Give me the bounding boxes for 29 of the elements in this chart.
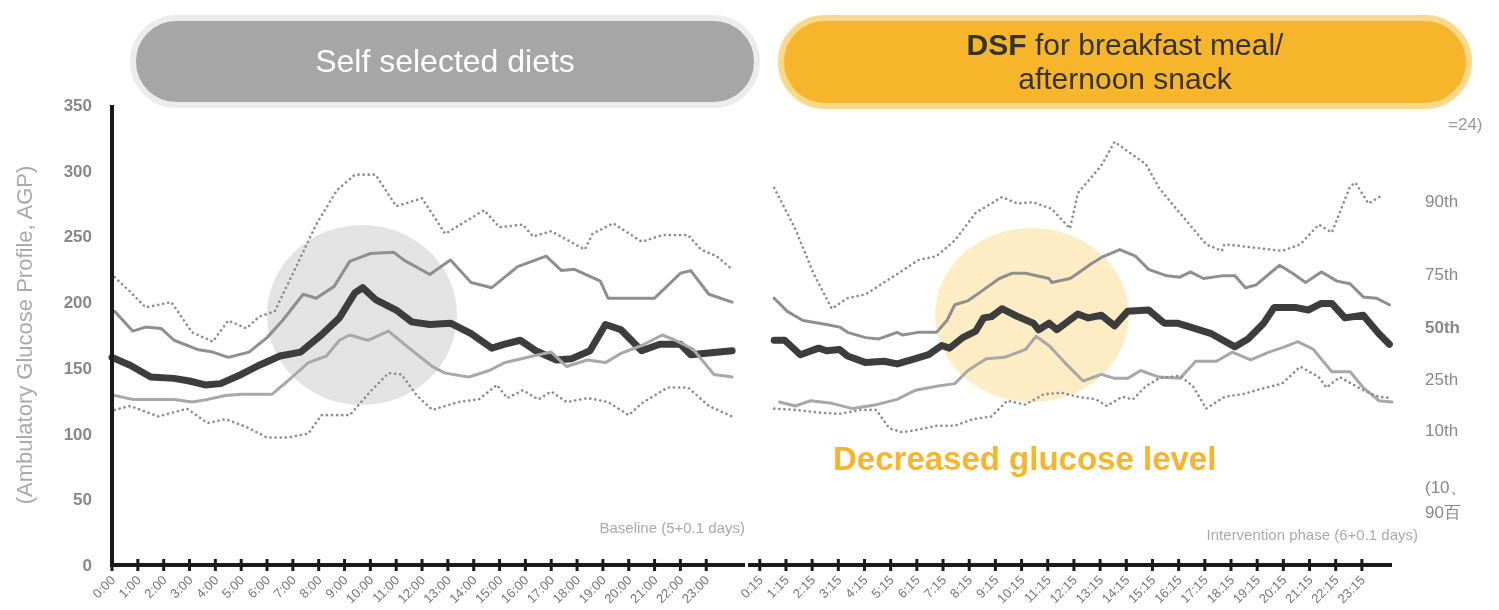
text: 90百 [1425,503,1461,522]
x-tick-label: 4:15 [842,572,871,602]
text: (10、 [1425,478,1467,497]
y-tick-label: 200 [63,293,92,313]
line-series [113,329,734,404]
annotation: Intervention phase (6+0.1 days) [1206,526,1418,543]
line-series [113,250,734,359]
text: 10th [1425,421,1459,440]
y-axis-title: (Ambulatory Glucose Profile, AGP) [12,165,37,505]
annotation: Decreased glucose level [833,440,1217,477]
x-tick-label: 7:15 [920,572,950,602]
x-tick-label: 8:00 [296,572,325,602]
chart-title: DSF for breakfast meal/ afternoon snack [965,27,1285,97]
text: =24) [1448,115,1483,134]
annotation: Baseline (5+0.1 days) [599,519,745,536]
chart-title: Self selected diets [315,43,575,80]
text: 25th [1425,370,1459,389]
y-tick-label: 150 [63,358,92,378]
y-tick-label: 0 [82,556,92,575]
text: 50th [1425,318,1460,337]
text: 90th [1425,192,1459,211]
y-tick-label: 300 [63,161,92,181]
y-tick-label: 100 [63,424,92,444]
y-tick-label: 250 [63,227,92,247]
text: 75th [1425,265,1459,284]
y-tick-label: 350 [63,96,92,115]
y-tick-label: 50 [73,490,92,510]
line-series [113,371,734,439]
line-series [113,173,734,343]
